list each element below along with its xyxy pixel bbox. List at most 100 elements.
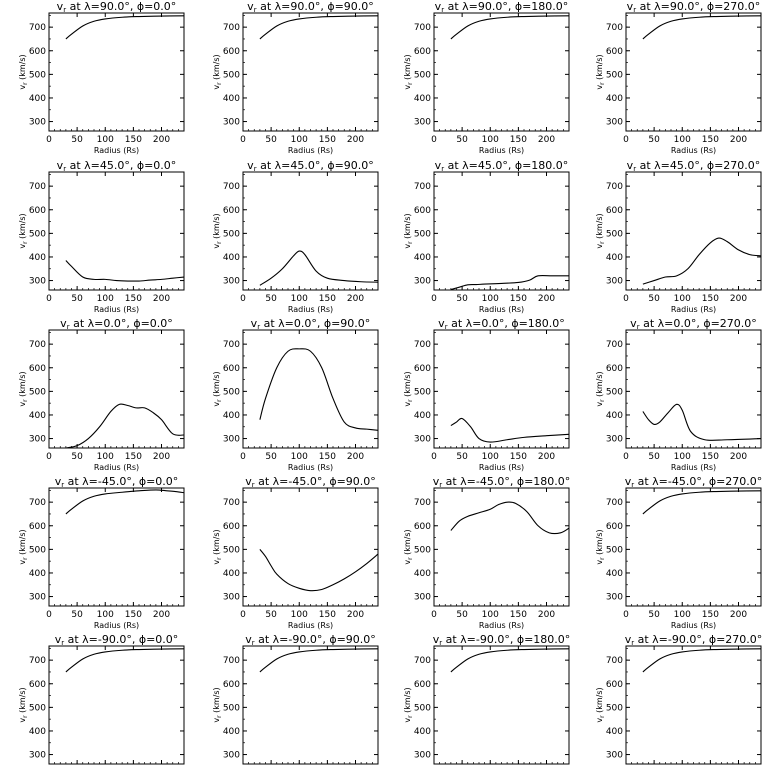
y-tick-label: 300 [223,751,240,761]
x-tick-label: 100 [482,610,499,620]
y-tick-label: 700 [29,23,46,33]
x-tick-label: 0 [431,610,437,620]
x-tick-label: 100 [674,610,691,620]
x-tick-label: 100 [482,452,499,462]
x-tick-label: 100 [291,610,308,620]
y-tick-label: 700 [29,656,46,666]
subplot-12: vr at λ=0.0°, ϕ=270.0° 0 50 100 150 200 300 400… [595,317,762,472]
plot-frame [48,329,185,449]
y-tick-label: 300 [29,435,46,445]
y-tick-label: 300 [223,277,240,287]
series-line [259,549,378,592]
subplot-title: vr at λ=-45.0°, ϕ=270.0° [625,475,763,489]
x-tick-label: 150 [702,452,719,462]
y-tick-label: 700 [414,182,431,192]
y-tick-label: 500 [223,703,240,713]
x-tick-label: 100 [291,294,308,304]
x-tick-label: 200 [347,135,364,145]
x-axis-label: Radius (Rs) [288,463,333,472]
x-tick-label: 200 [347,452,364,462]
y-tick-label: 600 [606,364,623,374]
y-tick-label: 500 [29,387,46,397]
y-tick-label: 300 [223,118,240,128]
y-tick-label: 400 [606,253,623,263]
x-axis-label: Radius (Rs) [671,463,716,472]
series-line [642,15,761,40]
x-tick-label: 100 [674,452,691,462]
series-line [65,489,184,515]
x-tick-label: 100 [291,135,308,145]
series-line [642,648,761,673]
subplot-title: vr at λ=-45.0°, ϕ=180.0° [433,475,571,489]
y-tick-label: 500 [414,703,431,713]
plot-frame [433,12,570,132]
subplot-title: vr at λ=-45.0°, ϕ=90.0° [245,475,376,489]
y-tick-label: 300 [29,593,46,603]
y-tick-label: 400 [606,94,623,104]
x-tick-label: 0 [623,294,629,304]
y-tick-label: 600 [29,206,46,216]
subplot-7: vr at λ=45.0°, ϕ=180.0° 0 50 100 150 200 300 40… [403,159,570,314]
y-tick-label: 600 [223,522,240,532]
y-axis-label: vr (km/s) [403,54,414,89]
y-tick-label: 600 [414,206,431,216]
y-tick-label: 600 [223,680,240,690]
subplot-title: vr at λ=45.0°, ϕ=90.0° [247,159,374,173]
x-tick-label: 150 [125,452,142,462]
y-tick-label: 500 [606,545,623,555]
y-tick-label: 700 [223,498,240,508]
x-tick-label: 150 [319,135,336,145]
x-tick-label: 0 [623,610,629,620]
y-tick-label: 300 [606,593,623,603]
subplot-15: vr at λ=-45.0°, ϕ=180.0° 0 50 100 150 200 300 4… [403,475,570,630]
y-tick-label: 600 [414,522,431,532]
y-tick-label: 600 [606,522,623,532]
x-axis-label: Radius (Rs) [479,146,524,155]
y-tick-label: 400 [29,411,46,421]
series-line [450,15,569,40]
x-tick-label: 50 [265,135,277,145]
subplot-title: vr at λ=90.0°, ϕ=270.0° [627,0,761,14]
y-tick-label: 700 [414,23,431,33]
x-tick-label: 0 [46,610,52,620]
x-tick-label: 100 [97,294,114,304]
y-tick-label: 500 [223,70,240,80]
subplot-1: vr at λ=90.0°, ϕ=0.0° 0 50 100 150 200 300 400 5… [18,0,185,155]
y-tick-label: 600 [606,47,623,57]
series-line [450,417,569,443]
subplot-title: vr at λ=0.0°, ϕ=270.0° [630,317,757,331]
x-tick-label: 50 [456,452,468,462]
x-axis-label: Radius (Rs) [94,621,139,630]
y-tick-label: 700 [414,656,431,666]
x-tick-label: 0 [46,135,52,145]
y-tick-label: 300 [29,118,46,128]
plot-frame [625,12,762,132]
subplot-title: vr at λ=90.0°, ϕ=180.0° [435,0,569,14]
y-axis-label: vr (km/s) [212,529,223,564]
x-tick-label: 50 [648,452,660,462]
x-tick-label: 100 [97,452,114,462]
series-line [259,250,378,286]
y-tick-label: 700 [606,498,623,508]
y-axis-label: vr (km/s) [212,687,223,722]
plot-frame [433,329,570,449]
y-tick-label: 700 [223,340,240,350]
x-axis-label: Radius (Rs) [671,305,716,314]
x-tick-label: 200 [538,135,555,145]
y-tick-label: 500 [29,703,46,713]
y-axis-label: vr (km/s) [595,371,606,406]
subplot-2: vr at λ=90.0°, ϕ=90.0° 0 50 100 150 200 300 400… [212,0,379,155]
y-tick-label: 600 [223,206,240,216]
plot-frame [242,487,379,607]
x-tick-label: 0 [46,452,52,462]
y-tick-label: 500 [29,545,46,555]
subplot-20: vr at λ=-90.0°, ϕ=270.0°0501001502003004… [595,633,763,773]
subplot-title: vr at λ=-90.0°, ϕ=0.0° [55,633,179,647]
y-axis-label: vr (km/s) [403,213,414,248]
x-axis-label: Radius (Rs) [94,146,139,155]
series-line [259,648,378,673]
subplot-title: vr at λ=-90.0°, ϕ=270.0° [625,633,763,647]
y-axis-label: vr (km/s) [18,371,29,406]
subplot-title: vr at λ=0.0°, ϕ=0.0° [60,317,173,331]
y-tick-label: 600 [414,364,431,374]
